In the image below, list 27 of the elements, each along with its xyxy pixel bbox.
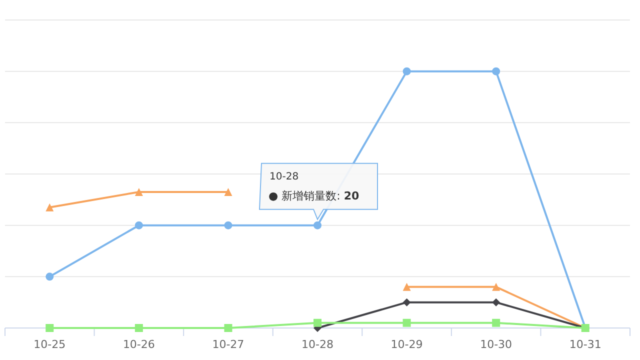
annotation: 10-28 ● 新增销量数: 20 [268,171,360,202]
point [134,221,143,230]
point [492,298,500,306]
x-tick-label: 10-29 [390,338,423,351]
x-tick-label: 10-27 [212,338,244,351]
point [402,318,411,327]
point [46,324,54,332]
point [134,324,143,332]
point [492,318,500,327]
point [224,324,232,332]
point [46,272,54,281]
point [314,221,322,230]
x-tick-label: 10-30 [480,338,512,351]
point [492,67,500,76]
x-tick-label: 10-25 [34,338,66,351]
x-tick-label: 10-31 [569,338,602,351]
point [224,221,232,230]
point [134,188,143,196]
point [492,282,500,291]
point [402,282,411,291]
point [46,203,54,212]
x-tick-label: 10-28 [302,338,334,351]
x-tick-label: 10-26 [122,338,155,351]
point [224,188,232,196]
point [402,298,411,306]
point [402,67,411,76]
point [314,318,322,327]
